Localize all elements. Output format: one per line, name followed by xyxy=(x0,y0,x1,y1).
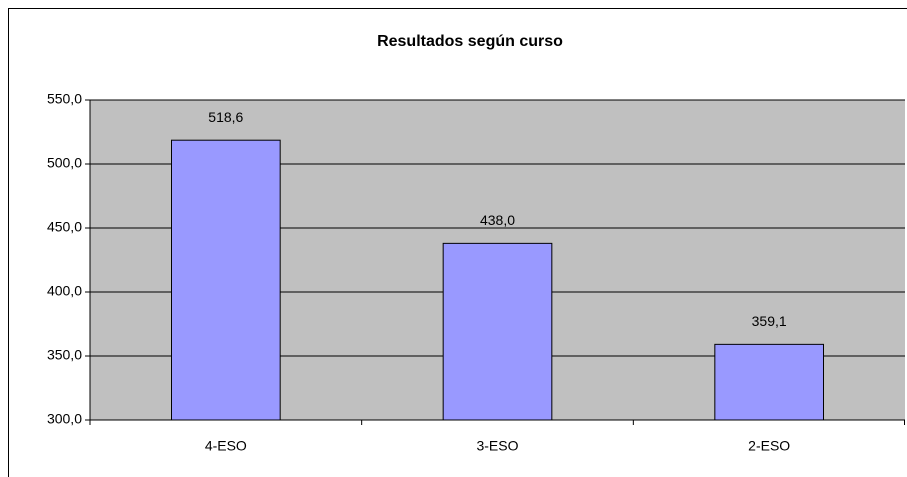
x-tick-label: 3-ESO xyxy=(476,438,518,454)
y-tick-label: 550,0 xyxy=(47,91,82,107)
data-label: 438,0 xyxy=(480,212,515,228)
y-tick-label: 300,0 xyxy=(47,411,82,427)
y-tick-label: 400,0 xyxy=(47,283,82,299)
bar xyxy=(442,242,553,421)
x-tick-label: 2-ESO xyxy=(748,438,790,454)
data-label: 359,1 xyxy=(752,313,787,329)
bar xyxy=(171,139,281,421)
x-tick-label: 4-ESO xyxy=(205,438,247,454)
data-label: 518,6 xyxy=(208,109,243,125)
bar xyxy=(714,343,824,421)
chart-title: Resultados según curso xyxy=(377,33,563,50)
y-tick-label: 450,0 xyxy=(47,219,82,235)
y-tick-label: 350,0 xyxy=(47,347,82,363)
y-tick-label: 500,0 xyxy=(47,155,82,171)
